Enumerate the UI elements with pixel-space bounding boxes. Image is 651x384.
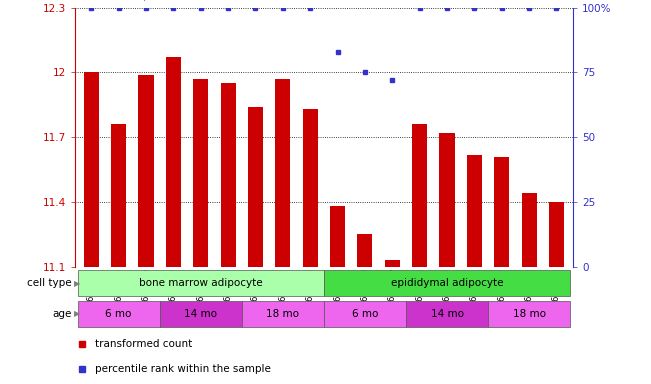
Text: ▶: ▶	[74, 279, 81, 288]
Bar	[275, 79, 290, 267]
Bar	[77, 270, 324, 296]
Bar	[242, 301, 324, 327]
Bar	[84, 73, 99, 267]
Text: 6 mo: 6 mo	[352, 309, 378, 319]
Text: percentile rank within the sample: percentile rank within the sample	[95, 364, 271, 374]
Text: 18 mo: 18 mo	[512, 309, 546, 319]
Bar	[385, 260, 400, 267]
Bar	[439, 133, 454, 267]
Text: bone marrow adipocyte: bone marrow adipocyte	[139, 278, 262, 288]
Bar	[521, 194, 536, 267]
Bar	[111, 124, 126, 267]
Bar	[221, 83, 236, 267]
Bar	[549, 202, 564, 267]
Bar	[406, 301, 488, 327]
Text: age: age	[52, 309, 72, 319]
Bar	[159, 301, 242, 327]
Text: ▶: ▶	[74, 310, 81, 318]
Bar	[324, 270, 570, 296]
Bar	[77, 301, 159, 327]
Text: transformed count: transformed count	[95, 339, 192, 349]
Bar	[248, 107, 263, 267]
Bar	[357, 235, 372, 267]
Text: epididymal adipocyte: epididymal adipocyte	[391, 278, 503, 288]
Bar	[166, 57, 181, 267]
Text: cell type: cell type	[27, 278, 72, 288]
Bar	[412, 124, 427, 267]
Bar	[494, 157, 509, 267]
Text: 18 mo: 18 mo	[266, 309, 299, 319]
Text: GDS5226 / 10543317: GDS5226 / 10543317	[81, 0, 216, 2]
Bar	[330, 206, 345, 267]
Bar	[139, 74, 154, 267]
Text: 6 mo: 6 mo	[105, 309, 132, 319]
Text: 14 mo: 14 mo	[430, 309, 464, 319]
Bar	[324, 301, 406, 327]
Bar	[488, 301, 570, 327]
Text: 14 mo: 14 mo	[184, 309, 217, 319]
Bar	[193, 79, 208, 267]
Bar	[467, 155, 482, 267]
Bar	[303, 109, 318, 267]
